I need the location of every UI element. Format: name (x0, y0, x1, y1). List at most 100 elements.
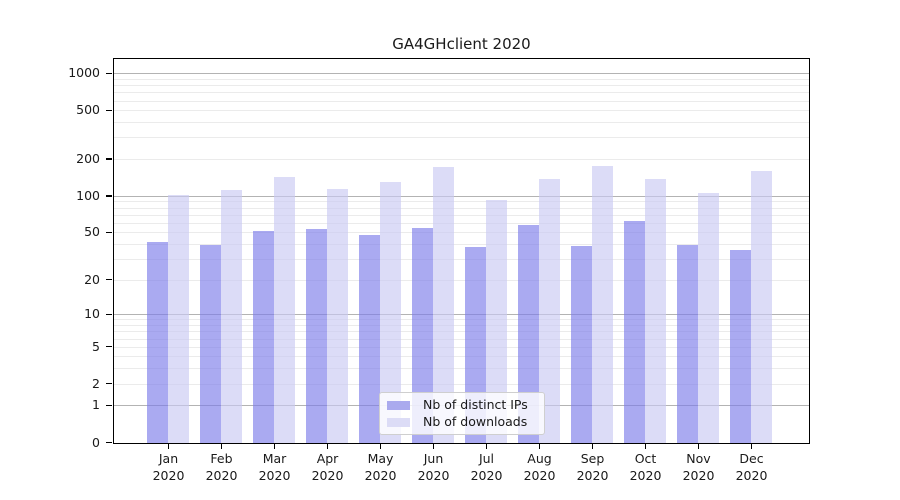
bar-nb-of-distinct-ips-aug-2020 (518, 225, 539, 443)
x-tick-mark-dec-2020 (750, 444, 753, 449)
x-tick-mark-mar-2020 (273, 444, 276, 449)
bar-nb-of-distinct-ips-nov-2020 (677, 244, 698, 443)
y-gridline-900 (114, 78, 809, 80)
bar-nb-of-distinct-ips-jan-2020 (147, 241, 168, 443)
x-tick-label-nov-2020: Nov 2020 (682, 451, 715, 483)
y-tick-mark-200 (106, 158, 112, 160)
y-gridline-800 (114, 85, 809, 87)
x-tick-label-jan-2020: Jan 2020 (152, 451, 185, 483)
x-tick-mark-sep-2020 (591, 444, 594, 449)
y-gridline-1000 (114, 73, 809, 75)
x-tick-label-aug-2020: Aug 2020 (523, 451, 556, 483)
bar-nb-of-distinct-ips-feb-2020 (200, 244, 221, 443)
plot-area (113, 58, 810, 444)
x-tick-label-dec-2020: Dec 2020 (735, 451, 768, 483)
y-gridline-70 (114, 214, 809, 216)
legend-label-distinct-ips: Nb of distinct IPs (423, 397, 528, 412)
y-gridline-2 (114, 383, 809, 385)
y-gridline-30 (114, 258, 809, 260)
legend-label-downloads: Nb of downloads (423, 414, 528, 429)
y-tick-label-10: 10 (84, 306, 100, 322)
legend-swatch-downloads (387, 417, 410, 427)
y-gridline-400 (114, 122, 809, 124)
legend-item-distinct-ips: Nb of distinct IPs (387, 397, 536, 413)
y-gridline-3 (114, 368, 809, 370)
bar-nb-of-downloads-mar-2020 (274, 176, 295, 443)
y-gridline-100 (114, 195, 809, 197)
y-tick-label-20: 20 (84, 271, 100, 287)
bar-nb-of-distinct-ips-jun-2020 (412, 227, 433, 443)
y-gridline-4 (114, 356, 809, 358)
y-gridline-20 (114, 279, 809, 281)
bar-nb-of-downloads-jan-2020 (168, 194, 189, 443)
y-gridline-5 (114, 346, 809, 348)
bar-nb-of-downloads-feb-2020 (221, 190, 242, 443)
y-gridline-7 (114, 331, 809, 333)
y-tick-label-200: 200 (76, 151, 100, 167)
x-tick-label-feb-2020: Feb 2020 (205, 451, 238, 483)
x-tick-label-may-2020: May 2020 (364, 451, 397, 483)
x-tick-mark-oct-2020 (644, 444, 647, 449)
y-tick-mark-2 (106, 383, 112, 385)
y-tick-mark-500 (106, 109, 112, 111)
y-tick-label-1000: 1000 (68, 65, 100, 81)
y-gridline-80 (114, 207, 809, 209)
y-tick-label-50: 50 (84, 224, 100, 240)
chart-title: GA4GHclient 2020 (392, 35, 531, 53)
y-tick-mark-1 (106, 404, 112, 407)
x-tick-mark-aug-2020 (538, 444, 541, 449)
y-tick-mark-50 (106, 231, 112, 234)
bar-layer (114, 59, 809, 443)
x-tick-label-sep-2020: Sep 2020 (576, 451, 609, 483)
y-tick-mark-10 (106, 313, 112, 316)
x-tick-mark-jun-2020 (432, 444, 435, 449)
y-tick-label-500: 500 (76, 102, 100, 118)
y-gridline-40 (114, 244, 809, 246)
y-gridline-6 (114, 338, 809, 340)
bar-nb-of-downloads-dec-2020 (751, 171, 772, 443)
y-tick-label-0: 0 (92, 434, 100, 450)
x-tick-mark-may-2020 (379, 444, 382, 449)
grid-layer (114, 59, 809, 443)
x-tick-mark-feb-2020 (220, 444, 223, 449)
bar-nb-of-downloads-aug-2020 (539, 178, 560, 443)
y-tick-mark-20 (106, 279, 112, 281)
y-tick-mark-5 (106, 346, 112, 348)
bar-nb-of-distinct-ips-sep-2020 (571, 245, 592, 443)
y-gridline-300 (114, 137, 809, 139)
y-gridline-200 (114, 159, 809, 161)
y-gridline-600 (114, 100, 809, 102)
y-gridline-500 (114, 110, 809, 112)
bar-nb-of-downloads-nov-2020 (698, 193, 719, 443)
y-tick-mark-1000 (106, 72, 112, 74)
legend: Nb of distinct IPs Nb of downloads (379, 392, 545, 435)
y-gridline-9 (114, 319, 809, 321)
x-tick-label-jul-2020: Jul 2020 (470, 451, 503, 483)
bar-nb-of-distinct-ips-apr-2020 (306, 228, 327, 443)
y-tick-mark-0 (106, 441, 112, 444)
legend-item-downloads: Nb of downloads (387, 414, 536, 430)
bar-nb-of-distinct-ips-dec-2020 (730, 250, 751, 443)
bar-nb-of-downloads-oct-2020 (645, 178, 666, 443)
y-gridline-10 (114, 314, 809, 316)
x-tick-label-apr-2020: Apr 2020 (311, 451, 344, 483)
bar-nb-of-downloads-jun-2020 (433, 166, 454, 443)
x-tick-label-mar-2020: Mar 2020 (258, 451, 291, 483)
y-gridline-700 (114, 92, 809, 94)
x-tick-mark-nov-2020 (697, 444, 700, 449)
legend-swatch-distinct-ips (387, 400, 410, 410)
y-tick-label-2: 2 (92, 375, 100, 391)
bar-nb-of-downloads-sep-2020 (592, 165, 613, 443)
bar-nb-of-distinct-ips-may-2020 (359, 234, 380, 443)
x-tick-label-oct-2020: Oct 2020 (629, 451, 662, 483)
x-tick-mark-apr-2020 (326, 444, 329, 449)
y-tick-mark-100 (106, 195, 112, 197)
bar-nb-of-distinct-ips-oct-2020 (624, 220, 645, 443)
x-tick-label-jun-2020: Jun 2020 (417, 451, 450, 483)
bar-nb-of-downloads-apr-2020 (327, 188, 348, 443)
y-tick-label-5: 5 (92, 338, 100, 354)
y-gridline-60 (114, 222, 809, 224)
